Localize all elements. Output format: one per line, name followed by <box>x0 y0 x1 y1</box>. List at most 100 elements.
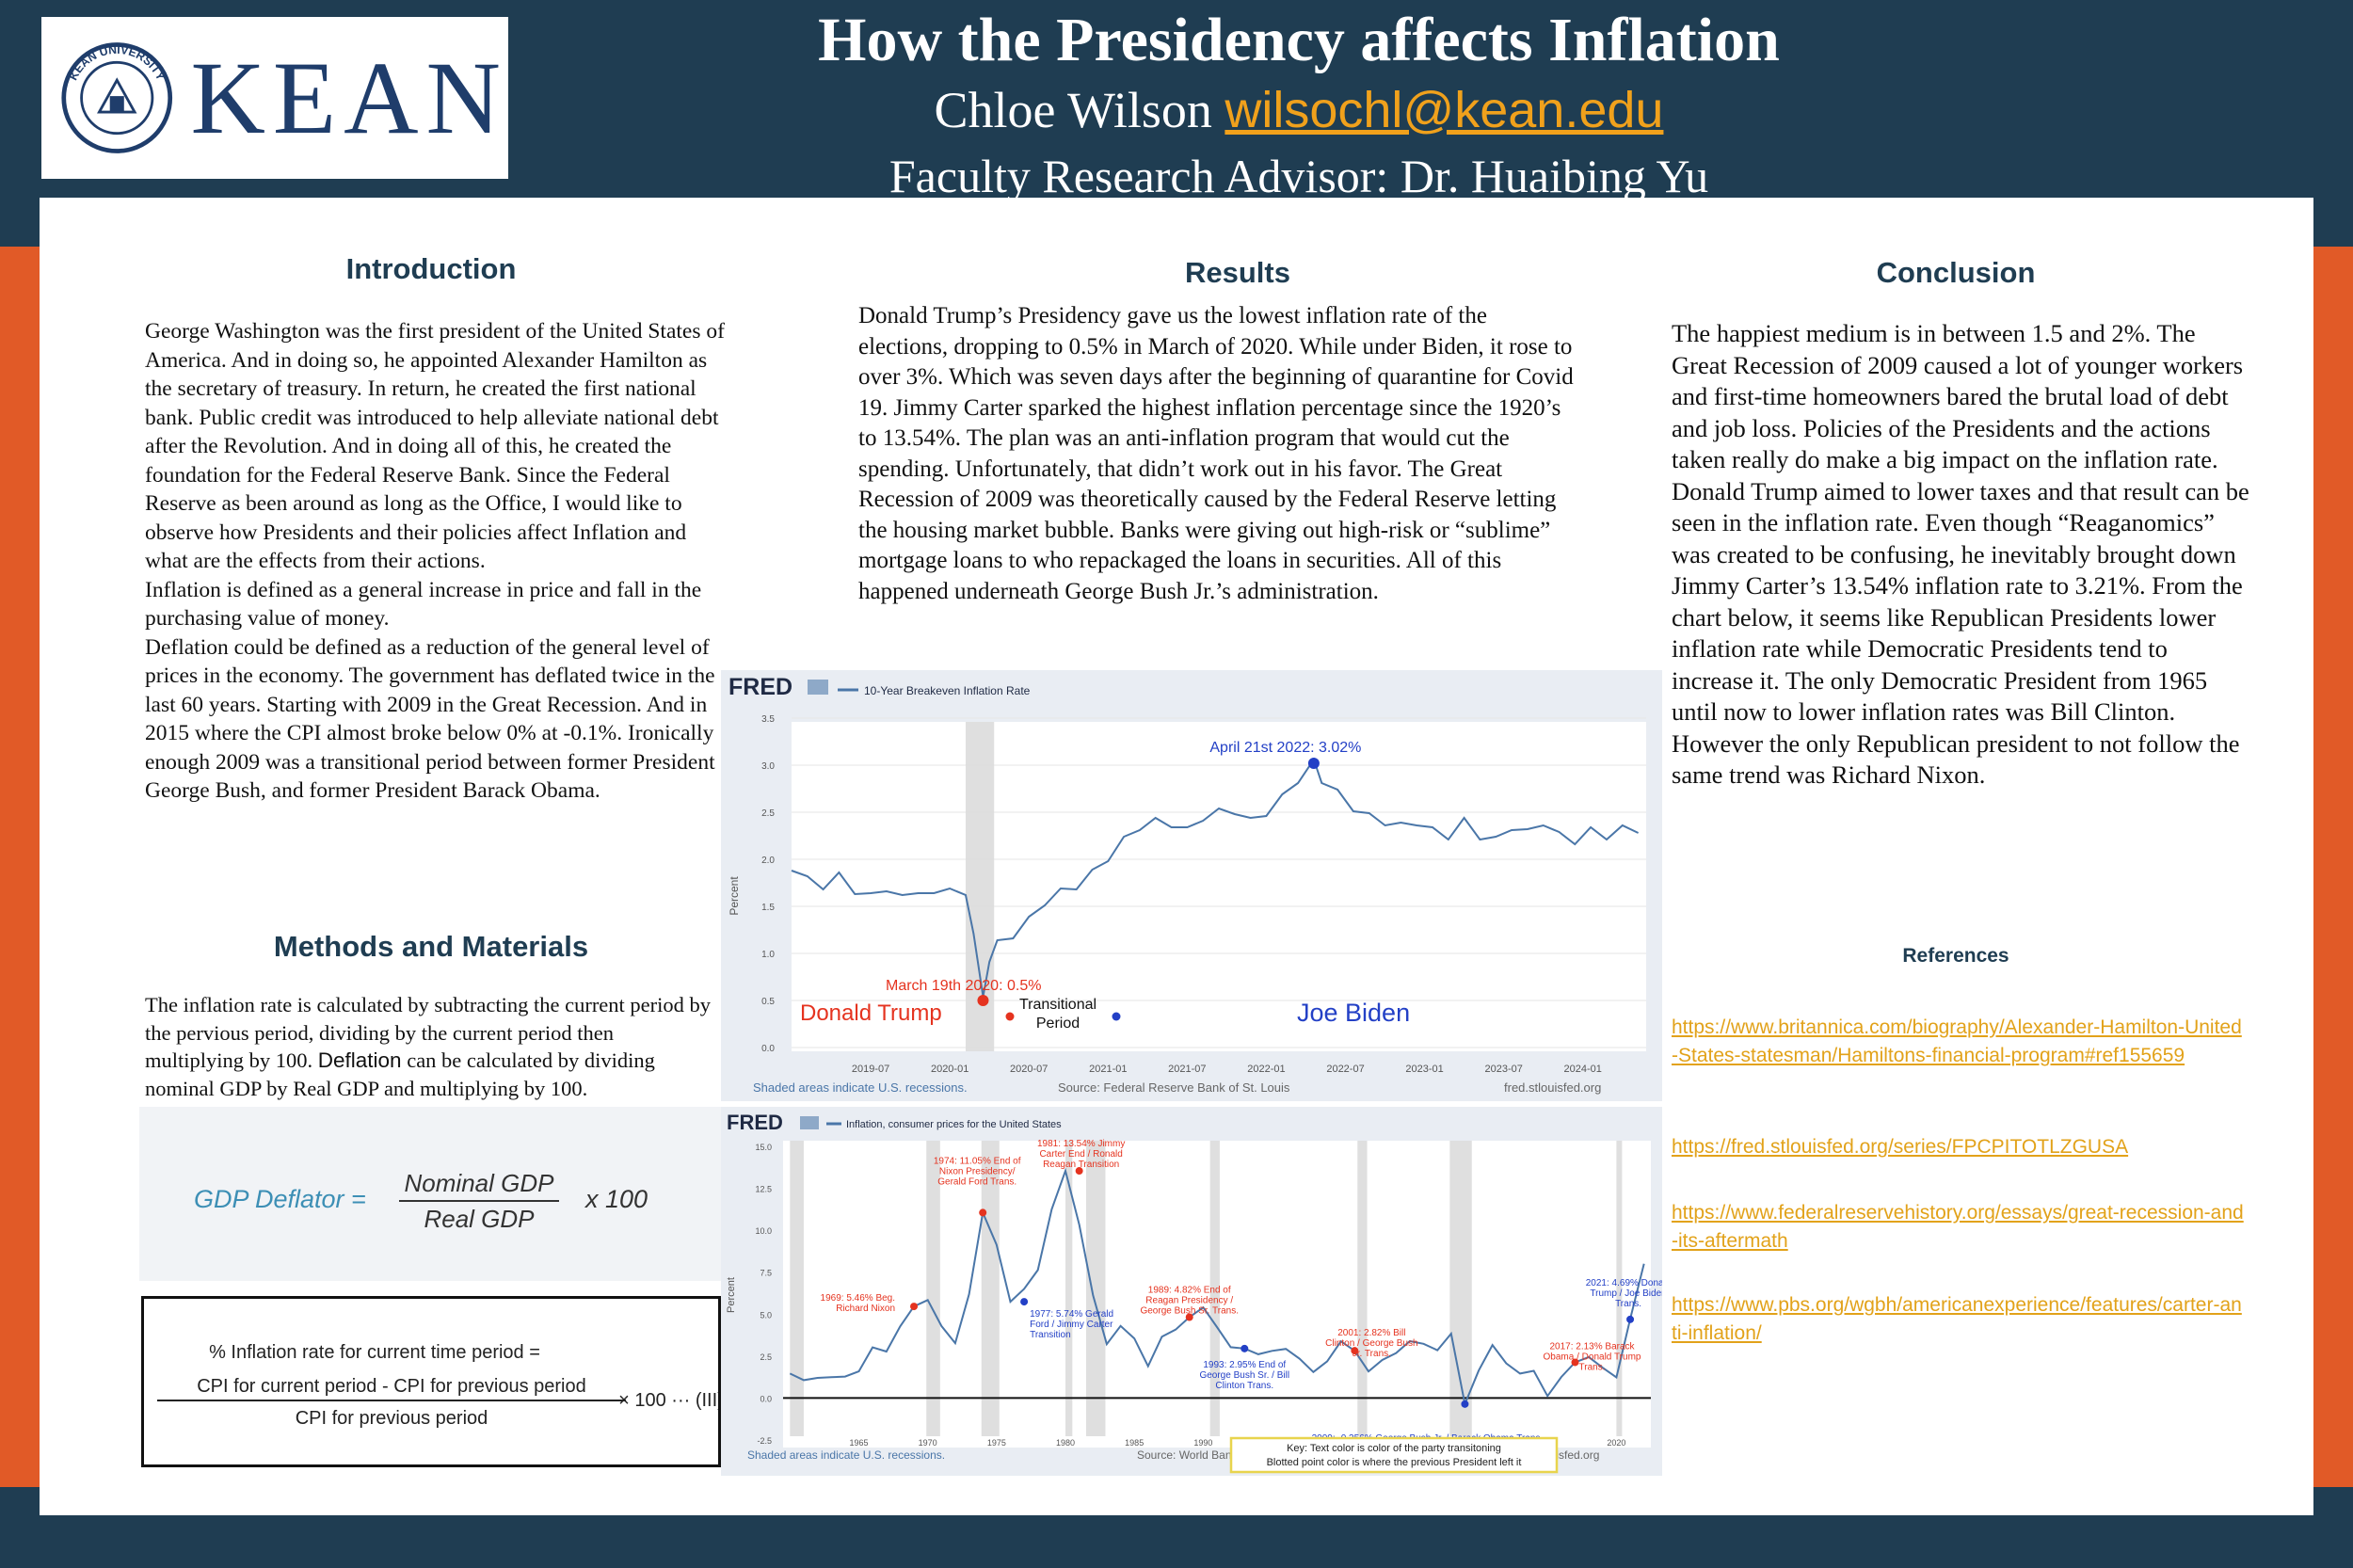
reference-link[interactable]: https://www.pbs.org/wgbh/americanexperie… <box>1672 1294 2242 1344</box>
fred-brand: FRED <box>727 1111 783 1134</box>
university-seal-icon: KEAN UNIVERSITY <box>61 42 173 153</box>
poster-title: How the Presidency affects Inflation <box>818 6 1780 74</box>
kean-logo: KEAN UNIVERSITY KEAN <box>41 17 508 179</box>
chart1-series-line <box>791 757 1640 998</box>
chart2-ytick: -2.5 <box>757 1436 772 1446</box>
chart2-xtick: 1970 <box>919 1438 937 1448</box>
chart1-xtick: 2019-07 <box>852 1064 889 1075</box>
conclusion-heading: Conclusion <box>1876 256 2036 289</box>
chart1-xtick: 2024-01 <box>1564 1064 1602 1075</box>
chart1-xtick: 2023-01 <box>1405 1064 1443 1075</box>
chart2-ytick: 15.0 <box>755 1143 772 1152</box>
logo-wordmark: KEAN <box>190 40 508 155</box>
chart1-ylabel: Percent <box>728 876 741 916</box>
intro-paragraph: Deflation could be defined as a reductio… <box>145 634 715 804</box>
chart1-ytick: 0.0 <box>761 1044 775 1054</box>
chart2-transition-point <box>1075 1167 1083 1176</box>
gdp-deflator-formula: GDP Deflator = Nominal GDP Real GDP x 10… <box>139 1107 723 1281</box>
chart2-point-label: 1989: 4.82% End of Reagan Presidency / Geo… <box>1140 1285 1239 1316</box>
reference-link[interactable]: https://www.britannica.com/biography/Ale… <box>1672 1016 2242 1066</box>
chart1-title: 10-Year Breakeven Inflation Rate <box>864 684 1031 697</box>
chart2-ytick: 0.0 <box>760 1394 772 1403</box>
formula-denominator: CPI for previous period <box>296 1408 488 1429</box>
chart2-ytick: 5.0 <box>760 1310 772 1320</box>
author-line: Chloe Wilson wilsochl@kean.edu <box>565 85 2033 136</box>
chart2-recession-band <box>926 1141 940 1436</box>
chart1-ytick: 0.5 <box>761 997 775 1007</box>
chart1-xtick: 2020-01 <box>931 1064 968 1075</box>
chart2-recession-band <box>1449 1141 1472 1436</box>
chart2-ytick: 2.5 <box>760 1352 772 1362</box>
chart2-transition-point <box>1626 1315 1635 1323</box>
fred-logo-icon <box>808 680 828 695</box>
gdp-multiplier: x 100 <box>584 1185 648 1213</box>
chart2-recession-band <box>1616 1141 1623 1436</box>
chart1-xtick: 2021-01 <box>1089 1064 1127 1075</box>
chart2-recession-band <box>1357 1141 1368 1436</box>
chart2-transition-point <box>1185 1313 1193 1321</box>
methods-text-c: can be calculated by dividing nominal GD… <box>145 1048 655 1100</box>
methods-text: The inflation rate is calculated by subt… <box>145 991 713 1102</box>
author-email-link[interactable]: wilsochl@kean.edu <box>1225 82 1664 138</box>
formula-title: % Inflation rate for current time period… <box>209 1342 540 1363</box>
cpi-inflation-chart: FRED Inflation, consumer prices for the … <box>721 1107 1662 1476</box>
chart1-footer-left: Shaded areas indicate U.S. recessions. <box>753 1080 968 1095</box>
formula-numerator: CPI for current period - CPI for previou… <box>197 1376 586 1397</box>
chart1-ytick: 3.5 <box>761 714 775 725</box>
chart1-peak-point <box>1307 758 1320 769</box>
chart2-xtick: 1980 <box>1056 1438 1075 1448</box>
chart1-xtick: 2022-07 <box>1326 1064 1364 1075</box>
chart2-ytick: 7.5 <box>760 1269 772 1278</box>
chart1-footer-right: fred.stlouisfed.org <box>1504 1080 1601 1095</box>
intro-paragraph: George Washington was the first presiden… <box>145 319 725 573</box>
chart2-xtick: 1965 <box>849 1438 868 1448</box>
gdp-numerator: Nominal GDP <box>405 1169 555 1197</box>
chart1-xtick: 2020-07 <box>1010 1064 1048 1075</box>
results-heading: Results <box>1185 256 1290 289</box>
chart2-point-label: 1974: 11.05% End of Nixon Presidency/Gera… <box>934 1156 1021 1187</box>
chart1-xtick: 2023-07 <box>1484 1064 1522 1075</box>
chart1-ytick: 1.5 <box>761 903 775 913</box>
chart2-xtick: 1990 <box>1193 1438 1212 1448</box>
chart1-xtick: 2022-01 <box>1247 1064 1285 1075</box>
fred-logo-icon <box>800 1116 819 1129</box>
right-accent-bar <box>2313 247 2353 1487</box>
author-name: Chloe Wilson <box>934 82 1212 138</box>
chart2-point-label: 1981: 13.54% Jimmy Carter End / Ronald Rea… <box>1037 1139 1125 1170</box>
chart2-point-label: 2017: 2.13% Barack Obama / Donald Trump Tr… <box>1544 1341 1641 1372</box>
chart2-title: Inflation, consumer prices for the Unite… <box>846 1119 1062 1130</box>
gdp-label: GDP Deflator = <box>194 1185 366 1213</box>
chart1-biden-label: Joe Biden <box>1297 999 1410 1027</box>
references-heading: References <box>1902 945 2009 967</box>
chart2-transition-point <box>1020 1298 1029 1306</box>
chart2-xtick: 1985 <box>1125 1438 1144 1448</box>
chart2-footer-mid: Source: World Bank <box>1137 1448 1238 1462</box>
chart2-point-label: 1993: 2.95% End of George Bush Sr. / Bill… <box>1199 1360 1289 1391</box>
chart1-ytick: 2.0 <box>761 856 775 866</box>
chart1-trough-label: March 19th 2020: 0.5% <box>886 978 1041 994</box>
chart2-transition-point <box>1351 1347 1359 1355</box>
chart1-ytick: 2.5 <box>761 808 775 819</box>
chart2-recession-band <box>1065 1141 1073 1436</box>
chart1-ytick: 1.0 <box>761 950 775 960</box>
chart2-recession-band <box>1209 1141 1220 1436</box>
chart2-ytick: 12.5 <box>755 1185 772 1194</box>
chart2-series-line <box>789 1167 1645 1408</box>
methods-text-a: The inflation rate is calculated by subt… <box>145 993 712 1072</box>
reference-link[interactable]: https://fred.stlouisfed.org/series/FPCPI… <box>1672 1136 2129 1158</box>
reference-link[interactable]: https://www.federalreservehistory.org/es… <box>1672 1202 2244 1252</box>
conclusion-text: The happiest medium is in between 1.5 an… <box>1672 319 2249 789</box>
chart2-key-box <box>1229 1436 1559 1474</box>
chart1-plot-area <box>792 722 1646 1051</box>
chart2-key-line1: Key: Text color is color of the party tr… <box>1287 1443 1501 1454</box>
fred-brand: FRED <box>728 674 792 700</box>
chart1-peak-label: April 21st 2022: 3.02% <box>1209 740 1361 756</box>
chart2-recession-band <box>790 1141 804 1436</box>
chart2-transition-point <box>1461 1400 1469 1408</box>
chart2-recession-band <box>1085 1141 1106 1436</box>
chart2-ytick: 10.0 <box>755 1226 772 1236</box>
left-accent-bar <box>0 247 40 1487</box>
chart2-point-label: 1977: 5.74% Gerald Ford / Jimmy Carter Tra… <box>1030 1309 1113 1340</box>
chart1-footer-mid: Source: Federal Reserve Bank of St. Loui… <box>1058 1080 1290 1095</box>
